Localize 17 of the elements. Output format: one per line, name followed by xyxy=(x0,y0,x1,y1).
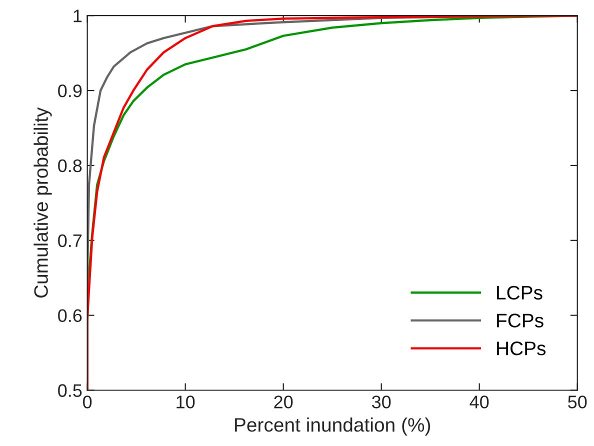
x-tick-label: 50 xyxy=(568,396,587,408)
x-tick-label: 10 xyxy=(176,396,195,408)
y-tick-label: 1 xyxy=(74,10,82,22)
y-tick-label: 0.5 xyxy=(58,384,82,397)
x-tick-label: 40 xyxy=(470,396,489,408)
y-tick-label: 0.6 xyxy=(58,309,82,322)
y-tick-label: 0.8 xyxy=(58,159,82,172)
x-tick-label: 0 xyxy=(83,396,92,408)
legend-label: HCPs xyxy=(497,342,546,356)
y-tick-label: 0.7 xyxy=(58,234,82,248)
x-tick-label: 20 xyxy=(274,396,293,408)
legend-label: FCPs xyxy=(497,314,544,328)
y-axis-title: Cumulative probability xyxy=(34,107,52,298)
legend-label: LCPs xyxy=(497,286,542,300)
x-axis-title: Percent inundation (%) xyxy=(235,418,430,436)
y-tick-label: 0.9 xyxy=(58,84,82,98)
x-tick-label: 30 xyxy=(372,396,391,408)
